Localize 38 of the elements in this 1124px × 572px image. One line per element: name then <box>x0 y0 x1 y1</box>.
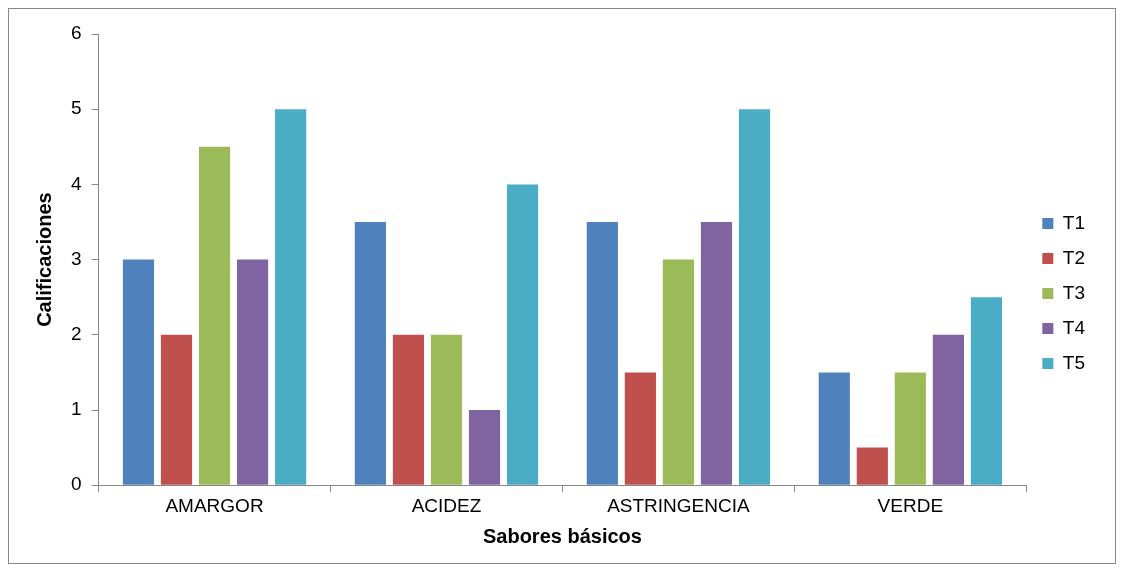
bar <box>198 146 231 485</box>
bar <box>856 447 888 485</box>
legend-label: T5 <box>1062 351 1086 373</box>
x-tick-label: ASTRINGENCIA <box>607 494 750 516</box>
y-tick-label: 2 <box>70 323 82 345</box>
legend-label: T3 <box>1062 281 1086 303</box>
x-tick-label: ACIDEZ <box>411 494 482 516</box>
x-axis-title: Sabores básicos <box>482 524 642 547</box>
bar <box>970 297 1003 485</box>
bar <box>738 109 771 485</box>
y-tick-label: 4 <box>70 172 82 194</box>
y-tick-label: 1 <box>70 398 82 420</box>
bar <box>430 334 463 485</box>
y-tick-label: 3 <box>70 247 82 269</box>
y-tick-label: 5 <box>70 97 82 119</box>
bar <box>122 259 155 485</box>
y-tick-label: 0 <box>70 473 82 495</box>
legend-label: T4 <box>1062 316 1086 338</box>
bar <box>506 184 539 485</box>
bar <box>236 259 269 485</box>
bar <box>932 334 964 485</box>
x-tick-label: AMARGOR <box>165 494 264 516</box>
x-tick-label: VERDE <box>877 494 944 516</box>
bar <box>586 222 618 485</box>
y-axis-title: Calificaciones <box>32 192 55 327</box>
bar <box>818 372 850 485</box>
legend-label: T1 <box>1062 211 1086 233</box>
bar <box>662 259 695 485</box>
bar <box>624 372 656 485</box>
legend-label: T2 <box>1062 246 1086 268</box>
bar <box>275 109 307 485</box>
bar <box>894 372 926 485</box>
bar <box>468 410 501 485</box>
bar <box>700 222 733 485</box>
y-tick-label: 6 <box>70 22 82 44</box>
bar <box>354 222 386 485</box>
bar <box>160 334 193 485</box>
bar <box>392 334 425 485</box>
